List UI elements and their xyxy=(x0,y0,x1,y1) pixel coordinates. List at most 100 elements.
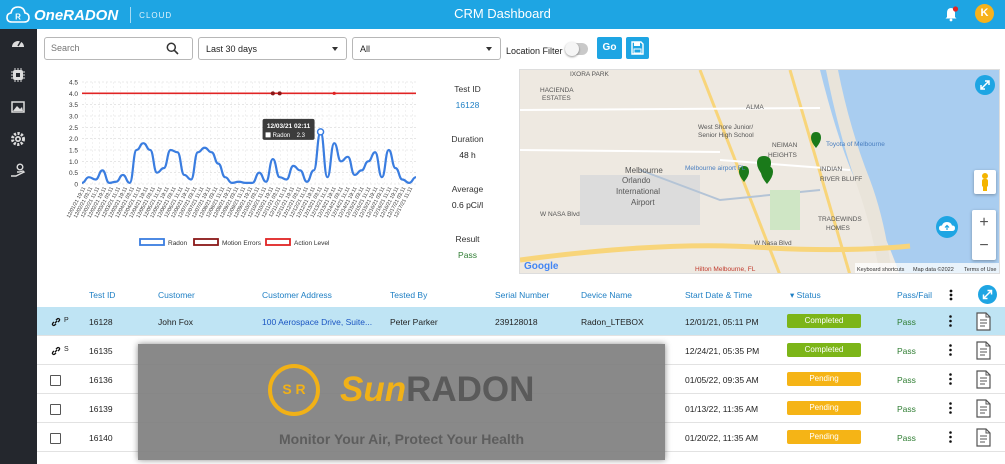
map-label: Melbourne airport FL xyxy=(685,165,746,172)
report-document-icon[interactable] xyxy=(976,428,991,447)
map-label: HEIGHTS xyxy=(768,152,798,159)
settings-hand-icon[interactable] xyxy=(9,162,27,180)
speedometer-icon[interactable] xyxy=(9,34,27,52)
report-document-icon[interactable] xyxy=(976,312,991,331)
col-tested-by[interactable]: Tested By xyxy=(390,290,428,300)
link-icon[interactable] xyxy=(51,317,61,327)
report-document-icon[interactable] xyxy=(976,370,991,389)
cell-test-id: 16139 xyxy=(89,404,113,414)
y-tick-label: 3.5 xyxy=(69,102,78,109)
tooltip-label: 12/03/21 02:11 xyxy=(267,123,311,130)
row-menu-icon[interactable] xyxy=(949,344,952,356)
row-menu-icon[interactable] xyxy=(949,373,952,385)
col-customer-address[interactable]: Customer Address xyxy=(262,290,332,300)
location-filter-label: Location Filter xyxy=(506,46,563,56)
test-id-value[interactable]: 16128 xyxy=(455,100,480,110)
map-label: Senior High School xyxy=(698,132,754,139)
map-label: International xyxy=(616,187,660,196)
cloud-upload-button[interactable] xyxy=(936,216,958,238)
report-document-icon[interactable] xyxy=(976,341,991,360)
map-canvas[interactable]: IXORA PARK HACIENDA ESTATES West Shore J… xyxy=(520,70,1000,274)
top-bar: R OneRADON CLOUD CRM Dashboard K xyxy=(0,0,1005,29)
sunradon-brand: SunRADON xyxy=(340,370,534,410)
map-label: TRADEWINDS xyxy=(818,216,862,223)
y-tick-label: 2.5 xyxy=(69,125,78,132)
cell-test-id: 16128 xyxy=(89,317,113,327)
map-attribution[interactable]: Map data ©2022 xyxy=(913,266,954,273)
cell-start: 12/01/21, 05:11 PM xyxy=(685,317,759,327)
zoom-out-button[interactable]: − xyxy=(979,237,989,254)
chip-icon[interactable] xyxy=(9,66,27,84)
map-expand-button[interactable] xyxy=(975,75,995,95)
go-button[interactable]: Go xyxy=(597,37,622,59)
gear-icon[interactable] xyxy=(9,130,27,148)
scope-select[interactable]: All xyxy=(352,37,501,60)
legend-label: Motion Errors xyxy=(222,240,262,247)
y-tick-label: 1.0 xyxy=(69,159,78,166)
location-filter-toggle[interactable] xyxy=(565,42,588,56)
search-box[interactable] xyxy=(44,37,193,60)
column-menu-icon[interactable] xyxy=(949,289,953,301)
map-label: RIVER BLUFF xyxy=(820,176,862,183)
cloud-upload-icon xyxy=(939,222,955,231)
col-serial-number[interactable]: Serial Number xyxy=(495,290,550,300)
map-attribution[interactable]: Terms of Use xyxy=(964,267,996,273)
row-menu-icon[interactable] xyxy=(949,431,952,443)
col-status: Status xyxy=(796,290,821,300)
location-map[interactable]: IXORA PARK HACIENDA ESTATES West Shore J… xyxy=(519,69,1000,274)
cell-pass-fail: Pass xyxy=(897,433,916,443)
link-icon[interactable] xyxy=(51,346,61,356)
image-icon[interactable] xyxy=(9,98,27,116)
cell-start: 12/24/21, 05:35 PM xyxy=(685,346,760,356)
radon-series-line xyxy=(81,130,417,184)
result-label: Result xyxy=(455,234,480,244)
date-range-select[interactable]: Last 30 days xyxy=(198,37,347,60)
app-logo[interactable]: R OneRADON CLOUD xyxy=(6,4,172,26)
zoom-controls: + − xyxy=(972,210,996,260)
cell-start: 01/20/22, 11:35 AM xyxy=(685,433,759,443)
search-icon[interactable] xyxy=(166,42,179,55)
col-test-id[interactable]: Test ID xyxy=(89,290,116,300)
sidebar xyxy=(0,29,37,464)
zoom-in-button[interactable]: + xyxy=(979,214,989,231)
status-badge: Pending xyxy=(787,430,861,444)
page-title: CRM Dashboard xyxy=(454,6,551,21)
brand-sub: CLOUD xyxy=(139,10,173,20)
map-pins[interactable] xyxy=(739,132,821,184)
col-customer[interactable]: Customer xyxy=(158,290,195,300)
map-label: ALMA xyxy=(746,104,764,111)
user-avatar[interactable]: K xyxy=(975,4,994,23)
status-badge: Completed xyxy=(787,343,861,357)
search-input[interactable] xyxy=(51,43,161,53)
map-label: HACIENDA xyxy=(540,87,574,94)
col-start-date[interactable]: Start Date & Time xyxy=(685,290,753,300)
map-attribution[interactable]: Keyboard shortcuts xyxy=(857,267,905,273)
row-checkbox[interactable] xyxy=(50,433,61,444)
motion-error-point xyxy=(277,91,282,96)
tooltip-series: Radon xyxy=(273,133,291,139)
row-menu-icon[interactable] xyxy=(949,315,952,327)
y-tick-label: 0.5 xyxy=(69,170,78,177)
bell-icon[interactable] xyxy=(943,6,959,22)
save-button[interactable] xyxy=(626,37,649,59)
col-device-name[interactable]: Device Name xyxy=(581,290,633,300)
expand-table-button[interactable] xyxy=(978,285,997,304)
floppy-disk-icon xyxy=(631,41,644,55)
map-label: West Shore Junior/ xyxy=(698,124,753,131)
report-document-icon[interactable] xyxy=(976,399,991,418)
table-row[interactable]: P 16128 John Fox 100 Aerospace Drive, Suite… xyxy=(37,307,1005,336)
cell-address[interactable]: 100 Aerospace Drive, Suite... xyxy=(262,317,373,327)
cell-test-id: 16140 xyxy=(89,433,113,443)
cell-start: 01/05/22, 09:35 AM xyxy=(685,375,759,385)
map-label: Orlando xyxy=(622,176,651,185)
row-checkbox[interactable] xyxy=(50,404,61,415)
col-status-sort[interactable]: ▾ Status xyxy=(790,290,821,300)
row-menu-icon[interactable] xyxy=(949,402,952,414)
pegman-icon xyxy=(982,173,988,191)
street-view-pegman[interactable] xyxy=(974,170,996,194)
col-pass-fail[interactable]: Pass/Fail xyxy=(897,290,932,300)
y-tick-label: 4.0 xyxy=(69,91,78,98)
row-checkbox[interactable] xyxy=(50,375,61,386)
action-level-point xyxy=(332,91,336,95)
brand-sun: Sun xyxy=(340,370,407,409)
